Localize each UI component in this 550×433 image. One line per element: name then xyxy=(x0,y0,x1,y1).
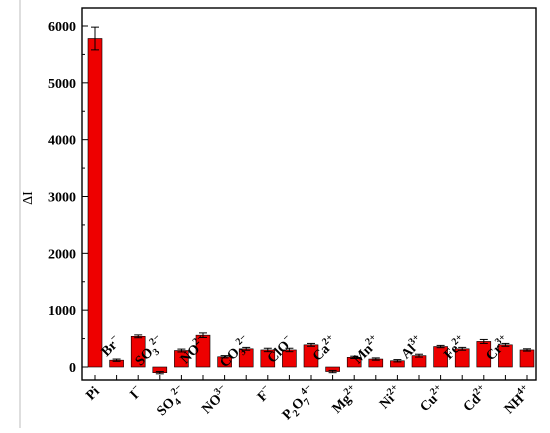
plot-frame xyxy=(81,7,537,381)
category-label: Ni2+ xyxy=(375,382,405,412)
y-axis-ticks: 0 1000 2000 3000 4000 5000 6000 xyxy=(48,20,88,376)
category-label: NO3− xyxy=(197,382,232,417)
category-label: SO42− xyxy=(152,382,191,421)
category-label: P2O74− xyxy=(278,382,321,425)
category-label: I− xyxy=(125,382,146,403)
y-tick-label: 1000 xyxy=(48,304,76,319)
category-label: NH4+ xyxy=(500,382,535,417)
y-tick-label: 2000 xyxy=(48,247,76,262)
category-label: Cu2+ xyxy=(415,382,448,415)
category-label: F− xyxy=(253,382,276,405)
bar xyxy=(87,38,103,368)
category-label: Mg2+ xyxy=(327,382,362,417)
category-label: Cd2+ xyxy=(459,382,492,415)
y-tick-label: 4000 xyxy=(48,134,76,149)
y-tick-label: 5000 xyxy=(48,77,76,92)
y-tick-label: 3000 xyxy=(48,191,76,206)
bars xyxy=(87,26,535,380)
y-axis-label: ΔI xyxy=(21,191,36,205)
y-tick-label: 0 xyxy=(69,361,76,376)
bar xyxy=(519,349,535,368)
category-label: Pi xyxy=(83,384,102,403)
y-tick-label: 6000 xyxy=(48,20,76,35)
